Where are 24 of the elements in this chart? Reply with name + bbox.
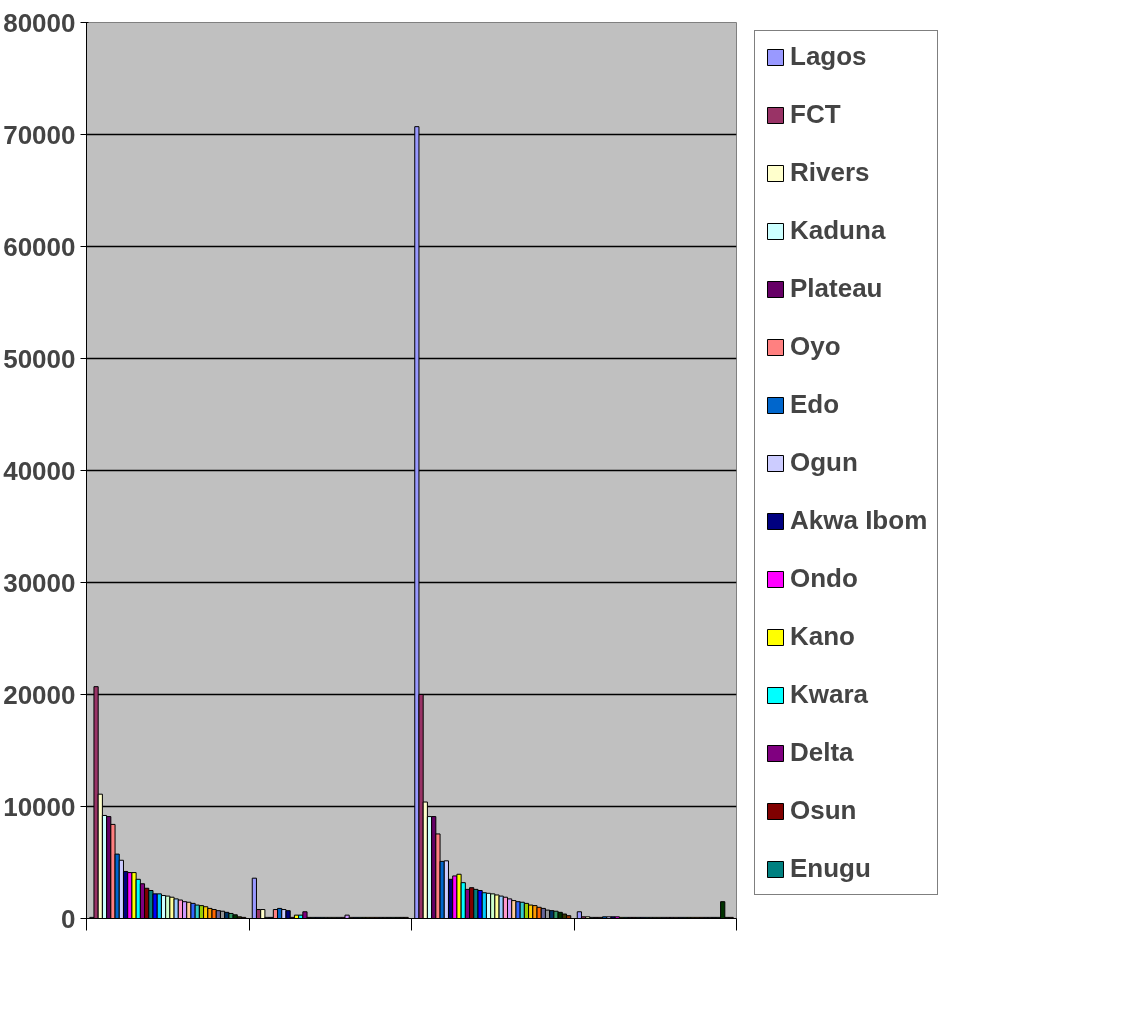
legend-label: Ogun xyxy=(790,447,858,478)
legend-label: Edo xyxy=(790,389,840,420)
y-tick-label: 60000 xyxy=(3,231,76,262)
y-tick-label: 40000 xyxy=(3,455,76,486)
legend-label: Ondo xyxy=(790,563,858,594)
y-tick-label: 30000 xyxy=(3,567,76,598)
legend-label: Kano xyxy=(790,621,855,652)
legend-label: Delta xyxy=(790,737,854,768)
legend-label: FCT xyxy=(790,99,841,130)
legend-label: Lagos xyxy=(790,41,867,72)
y-tick-label: 70000 xyxy=(3,119,76,150)
y-tick-label: 0 xyxy=(61,903,76,934)
legend-label: Oyo xyxy=(790,331,841,362)
y-tick-label: 50000 xyxy=(3,343,76,374)
legend-label: Rivers xyxy=(790,157,870,188)
legend-label: Plateau xyxy=(790,273,883,304)
y-tick-label: 10000 xyxy=(3,791,76,822)
legend-label: Osun xyxy=(790,795,857,826)
y-tick-label: 80000 xyxy=(3,7,76,38)
legend-label: Akwa Ibom xyxy=(790,505,928,536)
legend-label: Kaduna xyxy=(790,215,886,246)
legend-label: Enugu xyxy=(790,853,871,884)
legend-label: Kwara xyxy=(790,679,869,710)
y-tick-label: 20000 xyxy=(3,679,76,710)
